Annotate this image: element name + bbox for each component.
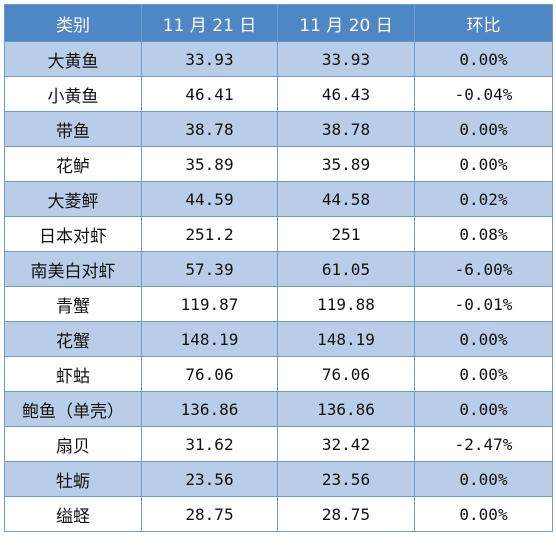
previous-price-cell: 61.05 <box>277 251 415 287</box>
previous-price-cell: 23.56 <box>277 461 415 497</box>
table-row: 小黄鱼 46.41 46.43 -0.04% <box>4 76 553 112</box>
table-row: 鲍鱼（单壳） 136.86 136.86 0.00% <box>4 391 553 427</box>
category-cell: 小黄鱼 <box>4 76 142 112</box>
category-cell: 扇贝 <box>4 426 142 462</box>
current-price-cell: 46.41 <box>141 76 278 112</box>
previous-price-cell: 46.43 <box>277 76 415 112</box>
category-cell: 花鲈 <box>4 146 142 182</box>
table-row: 牡蛎 23.56 23.56 0.00% <box>4 461 553 497</box>
change-cell: 0.00% <box>414 461 553 497</box>
table-row: 缢蛏 28.75 28.75 0.00% <box>4 496 553 532</box>
previous-price-cell: 119.88 <box>277 286 415 322</box>
table-row: 青蟹 119.87 119.88 -0.01% <box>4 286 553 322</box>
change-cell: 0.00% <box>414 496 553 532</box>
current-price-cell: 28.75 <box>141 496 278 532</box>
current-price-cell: 119.87 <box>141 286 278 322</box>
previous-price-cell: 251 <box>277 216 415 252</box>
table-body: 大黄鱼 33.93 33.93 0.00% 小黄鱼 46.41 46.43 -0… <box>4 41 553 532</box>
change-cell: 0.00% <box>414 146 553 182</box>
current-price-cell: 76.06 <box>141 356 278 392</box>
current-price-cell: 136.86 <box>141 391 278 427</box>
current-price-cell: 148.19 <box>141 321 278 357</box>
table-row: 大菱鲆 44.59 44.58 0.02% <box>4 181 553 217</box>
table-row: 花蟹 148.19 148.19 0.00% <box>4 321 553 357</box>
table-row: 扇贝 31.62 32.42 -2.47% <box>4 426 553 462</box>
change-cell: 0.00% <box>414 356 553 392</box>
table-row: 带鱼 38.78 38.78 0.00% <box>4 111 553 147</box>
category-cell: 青蟹 <box>4 286 142 322</box>
category-cell: 牡蛎 <box>4 461 142 497</box>
change-cell: 0.02% <box>414 181 553 217</box>
table-row: 大黄鱼 33.93 33.93 0.00% <box>4 41 553 77</box>
category-cell: 鲍鱼（单壳） <box>4 391 142 427</box>
previous-price-cell: 33.93 <box>277 41 415 77</box>
current-price-cell: 23.56 <box>141 461 278 497</box>
header-change: 环比 <box>414 4 553 42</box>
change-cell: 0.00% <box>414 41 553 77</box>
change-cell: -6.00% <box>414 251 553 287</box>
table-row: 虾蛄 76.06 76.06 0.00% <box>4 356 553 392</box>
current-price-cell: 31.62 <box>141 426 278 462</box>
current-price-cell: 57.39 <box>141 251 278 287</box>
change-cell: 0.00% <box>414 111 553 147</box>
previous-price-cell: 38.78 <box>277 111 415 147</box>
category-cell: 南美白对虾 <box>4 251 142 287</box>
header-date-current: 11 月 21 日 <box>141 4 278 42</box>
previous-price-cell: 28.75 <box>277 496 415 532</box>
category-cell: 缢蛏 <box>4 496 142 532</box>
header-category: 类别 <box>4 4 142 42</box>
current-price-cell: 44.59 <box>141 181 278 217</box>
category-cell: 日本对虾 <box>4 216 142 252</box>
previous-price-cell: 35.89 <box>277 146 415 182</box>
change-cell: 0.00% <box>414 321 553 357</box>
category-cell: 大黄鱼 <box>4 41 142 77</box>
change-cell: -2.47% <box>414 426 553 462</box>
category-cell: 大菱鲆 <box>4 181 142 217</box>
current-price-cell: 35.89 <box>141 146 278 182</box>
table-row: 花鲈 35.89 35.89 0.00% <box>4 146 553 182</box>
current-price-cell: 33.93 <box>141 41 278 77</box>
table-row: 日本对虾 251.2 251 0.08% <box>4 216 553 252</box>
previous-price-cell: 44.58 <box>277 181 415 217</box>
category-cell: 带鱼 <box>4 111 142 147</box>
current-price-cell: 38.78 <box>141 111 278 147</box>
current-price-cell: 251.2 <box>141 216 278 252</box>
price-table-container: 类别 11 月 21 日 11 月 20 日 环比 大黄鱼 33.93 33.9… <box>4 4 553 532</box>
change-cell: 0.08% <box>414 216 553 252</box>
previous-price-cell: 148.19 <box>277 321 415 357</box>
price-table: 类别 11 月 21 日 11 月 20 日 环比 大黄鱼 33.93 33.9… <box>4 4 553 532</box>
header-row: 类别 11 月 21 日 11 月 20 日 环比 <box>4 4 553 42</box>
change-cell: -0.04% <box>414 76 553 112</box>
category-cell: 花蟹 <box>4 321 142 357</box>
change-cell: 0.00% <box>414 391 553 427</box>
previous-price-cell: 76.06 <box>277 356 415 392</box>
table-row: 南美白对虾 57.39 61.05 -6.00% <box>4 251 553 287</box>
change-cell: -0.01% <box>414 286 553 322</box>
previous-price-cell: 136.86 <box>277 391 415 427</box>
previous-price-cell: 32.42 <box>277 426 415 462</box>
header-date-previous: 11 月 20 日 <box>277 4 415 42</box>
category-cell: 虾蛄 <box>4 356 142 392</box>
